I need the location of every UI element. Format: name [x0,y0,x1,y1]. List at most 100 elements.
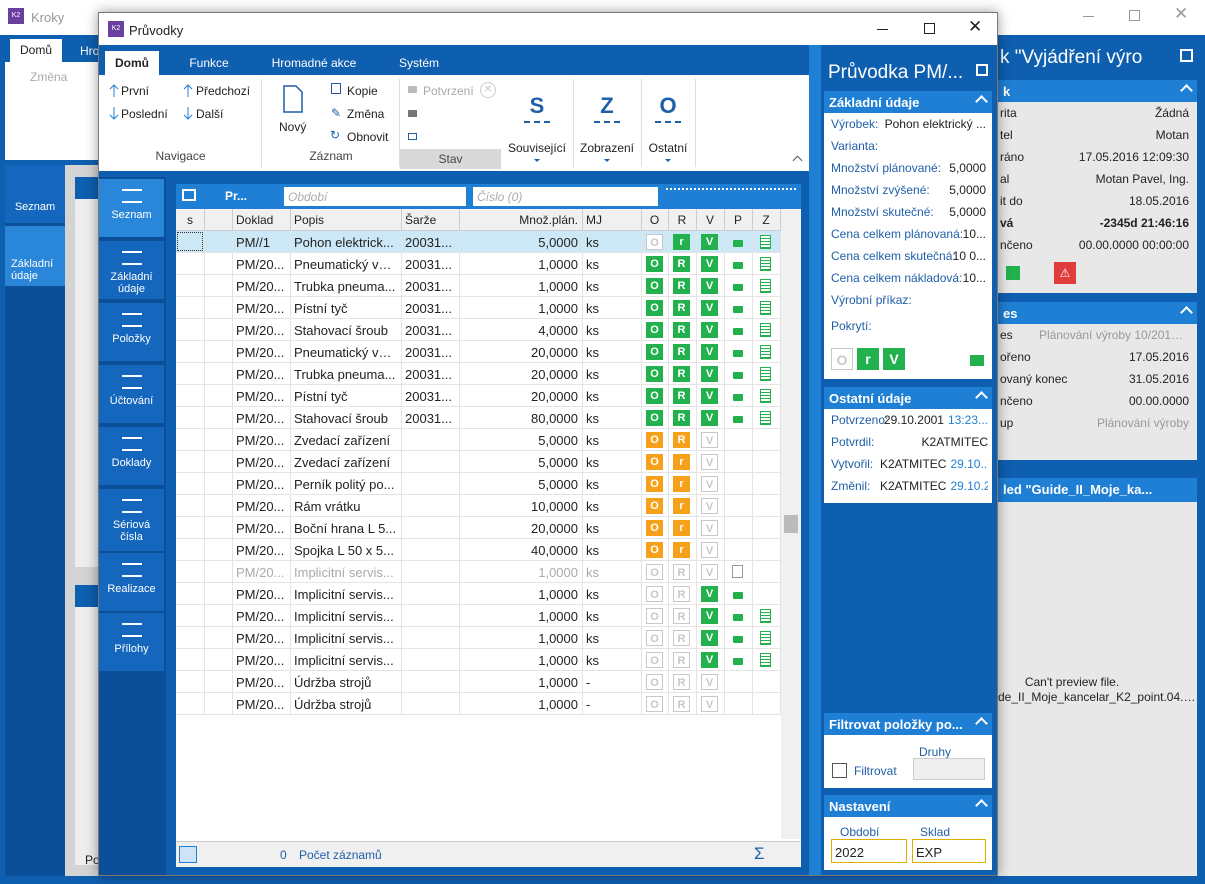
tab[interactable]: Systém [398,56,439,70]
open-icon[interactable] [976,64,988,76]
nav-item[interactable]: Sériová čísla [99,489,164,551]
number-input[interactable]: Číslo (0) [473,187,658,206]
ribbon-button[interactable]: Potvrzení [423,84,474,98]
count-label[interactable]: Počet záznamů [299,848,382,862]
checkbox-label[interactable]: Filtrovat [854,764,897,778]
status-flag: R [673,300,690,316]
table-row[interactable]: PM/20... Implicitní servis... 1,0000 ks O R V [176,627,781,649]
ribbon-button[interactable]: Související [507,141,567,155]
status-flag: O [646,652,663,668]
bg-nav-item[interactable]: Seznam [5,165,65,223]
table-row[interactable]: PM/20... Pístní tyč 20031... 1,0000 ks O R V [176,297,781,319]
ribbon-button[interactable]: Další [196,107,224,121]
table-row[interactable]: PM//1 Pohon elektrick... 20031... 5,0000 ks O… [176,231,781,253]
bg-tab[interactable]: Hro [80,44,100,58]
nav-item[interactable]: Položky [99,303,164,361]
status-flag: V [701,322,718,338]
table-row[interactable]: PM/20... Implicitní servis... 1,0000 ks O R V [176,583,781,605]
splitter[interactable] [809,45,821,875]
footer-button[interactable] [179,846,197,863]
bg-tab[interactable]: Domů [10,39,62,62]
close[interactable]: ✕ [1174,4,1189,23]
nav-item[interactable]: Účtování [99,365,164,423]
table-row[interactable]: PM/20... Údržba strojů 1,0000- O R V [176,693,781,715]
status-flag: r [673,520,690,536]
minimize[interactable] [1083,16,1094,17]
close[interactable]: ✕ [968,17,983,36]
store-select[interactable]: EXP [912,839,986,863]
lock-icon [408,86,417,93]
ribbon-button[interactable]: Nový [279,120,307,134]
panel-header: Nastavení [824,795,992,817]
table-row[interactable]: PM/20... Zvedací zařízení 5,0000 ks O R V [176,429,781,451]
nav-item[interactable]: Základní údaje [99,241,164,299]
table-row[interactable]: PM/20... Implicitní servis... 1,0000 ks O R V [176,561,781,583]
table-row[interactable]: PM/20... Trubka pneuma... 20031... 1,0000 ks… [176,275,781,297]
ribbon-button[interactable]: Poslední [121,107,168,121]
tab[interactable]: Funkce [189,56,229,70]
copy-icon [331,83,341,94]
bg-nav-item[interactable]: Základní údaje [5,226,65,286]
lock-icon [733,372,743,379]
cell-divider [696,539,697,561]
tab[interactable]: Domů [105,51,159,75]
cell-qty: 5,0000 [538,433,578,448]
nav-item[interactable]: Seznam [99,179,164,237]
table-row[interactable]: PM/20... Pneumatický vál... 20031... 20,000… [176,341,781,363]
tab[interactable]: Hromadné akce [271,56,357,70]
minimize[interactable] [877,29,888,30]
open-icon[interactable] [1180,49,1193,62]
scrollbar[interactable] [781,209,801,839]
table-row[interactable]: PM/20... Trubka pneuma... 20031... 20,0000 k… [176,363,781,385]
maximize[interactable] [1129,10,1140,21]
cell-divider [401,407,402,429]
table-row[interactable]: PM/20... Stahovací šroub 20031... 80,0000 ks… [176,407,781,429]
cell-divider [780,363,781,385]
nav-item[interactable]: Doklady [99,427,164,485]
view-select[interactable]: Pr... [225,189,248,203]
ribbon-button[interactable]: Předchozí [196,84,251,98]
table-row[interactable]: PM/20... Stahovací šroub 20031... 4,0000 ks O… [176,319,781,341]
ribbon-button[interactable]: Kopie [347,84,378,98]
table-row[interactable]: PM/20... Pneumatický vál... 20031... 1,0000… [176,253,781,275]
sum-button[interactable]: Σ [754,844,765,863]
collapse[interactable] [792,155,803,166]
status-flag: O [831,348,853,370]
period-select[interactable]: 2022 [831,839,907,863]
nav-item[interactable]: Realizace [99,553,164,611]
status-flag: O [646,696,663,712]
ribbon-button[interactable]: Zobrazení [579,141,635,155]
table-row[interactable]: PM/20... Pístní tyč 20031... 20,0000 ks O R V [176,385,781,407]
status-flag: O [646,608,663,624]
cell-divider [204,385,205,407]
cell-divider [780,561,781,583]
cell-popis: Údržba strojů [294,697,372,712]
ribbon-button[interactable]: Změna [347,107,385,121]
cell-qty: 1,0000 [538,675,578,690]
nav-item[interactable]: Přílohy [99,613,164,671]
scroll-thumb[interactable] [784,515,798,533]
cell-divider [780,649,781,671]
table-row[interactable]: PM/20... Implicitní servis... 1,0000 ks O R V [176,649,781,671]
cell-divider [641,605,642,627]
bg-ribbon: Změna [5,62,98,160]
table-row[interactable]: PM/20... Údržba strojů 1,0000- O R V [176,671,781,693]
checkbox[interactable] [832,763,847,778]
cell-divider [752,671,753,693]
maximize[interactable] [924,23,935,34]
kinds-select[interactable] [913,758,985,780]
ribbon-button[interactable]: Obnovit [347,130,389,144]
ribbon-button[interactable]: První [121,84,150,98]
warning-icon: ⚠ [1054,262,1076,284]
period-input[interactable]: Období [284,187,466,206]
cell-divider [696,649,697,671]
ribbon-button[interactable]: Ostatní [648,141,688,155]
table-row[interactable]: PM/20... Implicitní servis... 1,0000 ks O R V [176,605,781,627]
field-label: Výrobní příkaz: [831,293,912,307]
